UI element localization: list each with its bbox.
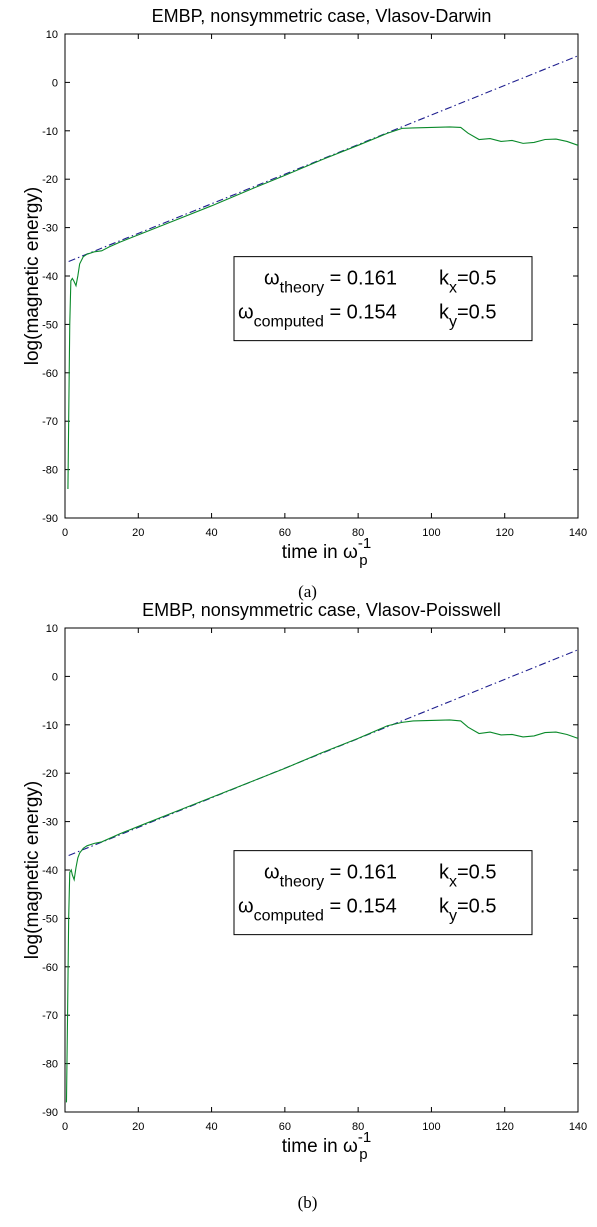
- y-tick-label: -50: [42, 319, 58, 331]
- x-tick-label: 140: [569, 1121, 587, 1133]
- y-tick-label: -10: [42, 720, 58, 732]
- x-tick-label: 60: [279, 527, 291, 539]
- legend-omega-entry: ωtheory = 0.161: [264, 268, 397, 297]
- y-tick-label: -90: [42, 513, 58, 525]
- x-tick-label: 120: [496, 1121, 514, 1133]
- y-tick-label: -70: [42, 416, 58, 428]
- y-tick-label: 0: [52, 77, 58, 89]
- chart-b: EMBP, nonsymmetric case, Vlasov-Poisswel…: [22, 600, 587, 1212]
- x-tick-label: 60: [279, 1121, 291, 1133]
- x-axis-label: time in ω-1 p: [282, 535, 371, 569]
- x-tick-label: 20: [132, 527, 144, 539]
- y-tick-label: -90: [42, 1107, 58, 1119]
- y-tick-label: -40: [42, 865, 58, 877]
- legend-k-entry: ky=0.5: [439, 896, 496, 925]
- theory-line: [68, 649, 579, 856]
- x-tick-label: 80: [352, 1121, 364, 1133]
- y-tick-label: -80: [42, 1059, 58, 1071]
- theory-line: [68, 55, 579, 262]
- legend-k-entry: ky=0.5: [439, 302, 496, 331]
- x-tick-label: 0: [62, 1121, 68, 1133]
- y-tick-label: -70: [42, 1010, 58, 1022]
- chart-a: EMBP, nonsymmetric case, Vlasov-Darwin 0 2…: [22, 6, 587, 601]
- legend-k-entry: kx=0.5: [439, 862, 496, 891]
- computed-line: [67, 126, 579, 489]
- x-tick-label: 40: [205, 1121, 217, 1133]
- y-tick-label: -60: [42, 368, 58, 380]
- y-tick-label: 0: [52, 671, 58, 683]
- y-axis-label: log(magnetic energy): [22, 781, 43, 959]
- y-tick-label: -50: [42, 913, 58, 925]
- x-tick-label: 100: [422, 1121, 440, 1133]
- y-tick-label: -30: [42, 223, 58, 235]
- legend-box: [233, 850, 533, 936]
- x-tick-label: 0: [62, 527, 68, 539]
- chart-title: EMBP, nonsymmetric case, Vlasov-Darwin: [152, 6, 492, 26]
- y-tick-label: -80: [42, 465, 58, 477]
- y-tick-label: -20: [42, 768, 58, 780]
- x-tick-label: 120: [496, 527, 514, 539]
- y-tick-label: -40: [42, 271, 58, 283]
- x-axis-label: time in ω-1 p: [282, 1129, 371, 1163]
- y-tick-label: -10: [42, 126, 58, 138]
- x-tick-label: 140: [569, 527, 587, 539]
- x-tick-label: 80: [352, 527, 364, 539]
- legend-omega-entry: ωcomputed = 0.154: [238, 302, 397, 331]
- y-tick-label: -60: [42, 962, 58, 974]
- legend-k-entry: kx=0.5: [439, 268, 496, 297]
- chart-title: EMBP, nonsymmetric case, Vlasov-Poisswel…: [142, 600, 501, 620]
- figure-caption: (b): [298, 1193, 318, 1212]
- legend-omega-entry: ωcomputed = 0.154: [238, 896, 397, 925]
- y-tick-label: -20: [42, 174, 58, 186]
- legend-box: [233, 256, 533, 342]
- y-tick-label: 10: [46, 623, 58, 635]
- figure-caption: (a): [298, 582, 317, 601]
- x-tick-label: 40: [205, 527, 217, 539]
- y-tick-label: 10: [46, 29, 58, 41]
- computed-line: [65, 719, 579, 1103]
- y-tick-label: -30: [42, 817, 58, 829]
- legend-omega-entry: ωtheory = 0.161: [264, 862, 397, 891]
- x-tick-label: 20: [132, 1121, 144, 1133]
- x-tick-label: 100: [422, 527, 440, 539]
- y-axis-label: log(magnetic energy): [22, 187, 43, 365]
